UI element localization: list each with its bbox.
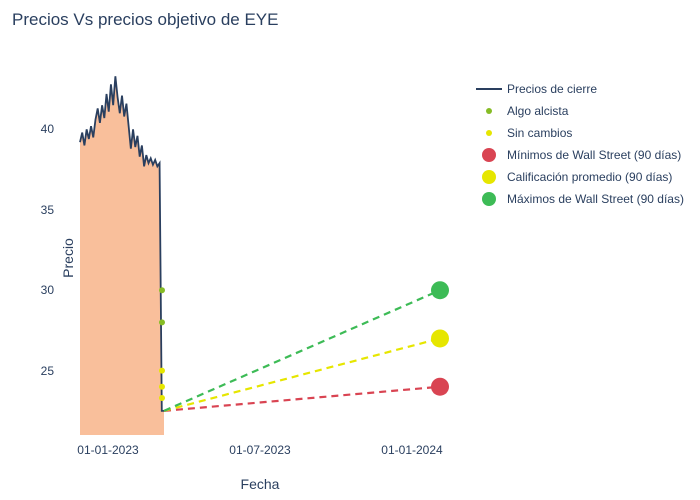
bullish-point bbox=[159, 319, 165, 325]
legend-item-bullish[interactable]: Algo alcista bbox=[475, 102, 684, 120]
y-tick: 30 bbox=[41, 283, 54, 297]
legend-label: Precios de cierre bbox=[507, 82, 597, 96]
unchanged-point bbox=[159, 384, 165, 390]
legend-swatch-max bbox=[475, 192, 503, 206]
legend-swatch-bullish bbox=[475, 104, 503, 118]
x-axis-title: Fecha bbox=[241, 476, 280, 492]
unchanged-point bbox=[159, 395, 165, 401]
y-tick: 25 bbox=[41, 364, 54, 378]
y-tick: 40 bbox=[41, 122, 54, 136]
x-tick: 01-07-2023 bbox=[229, 443, 290, 457]
legend-item-max[interactable]: Máximos de Wall Street (90 días) bbox=[475, 190, 684, 208]
legend-swatch-close bbox=[475, 82, 503, 96]
legend-item-unchanged[interactable]: Sin cambios bbox=[475, 124, 684, 142]
legend-item-close[interactable]: Precios de cierre bbox=[475, 80, 684, 98]
bullish-point bbox=[159, 287, 165, 293]
legend: Precios de cierre Algo alcista Sin cambios… bbox=[475, 80, 684, 212]
legend-swatch-min bbox=[475, 148, 503, 162]
legend-swatch-unchanged bbox=[475, 126, 503, 140]
avg-marker bbox=[431, 329, 449, 347]
unchanged-point bbox=[159, 368, 165, 374]
x-tick: 01-01-2024 bbox=[381, 443, 442, 457]
min-marker bbox=[431, 378, 449, 396]
legend-label: Mínimos de Wall Street (90 días) bbox=[507, 148, 681, 162]
chart-title: Precios Vs precios objetivo de EYE bbox=[12, 10, 278, 30]
plot-area: Precio 2530354001-01-202301-07-202301-01… bbox=[60, 65, 460, 435]
legend-label: Sin cambios bbox=[507, 126, 572, 140]
max-marker bbox=[431, 281, 449, 299]
chart-svg bbox=[60, 65, 460, 435]
legend-item-min[interactable]: Mínimos de Wall Street (90 días) bbox=[475, 146, 684, 164]
min-projection-line bbox=[164, 387, 440, 411]
x-tick: 01-01-2023 bbox=[77, 443, 138, 457]
legend-label: Algo alcista bbox=[507, 104, 568, 118]
legend-label: Máximos de Wall Street (90 días) bbox=[507, 192, 684, 206]
max-projection-line bbox=[164, 290, 440, 411]
legend-swatch-avg bbox=[475, 170, 503, 184]
legend-label: Calificación promedio (90 días) bbox=[507, 170, 672, 184]
y-tick: 35 bbox=[41, 203, 54, 217]
avg-projection-line bbox=[164, 338, 440, 410]
chart-container: Precios Vs precios objetivo de EYE Preci… bbox=[0, 0, 700, 500]
legend-item-avg[interactable]: Calificación promedio (90 días) bbox=[475, 168, 684, 186]
